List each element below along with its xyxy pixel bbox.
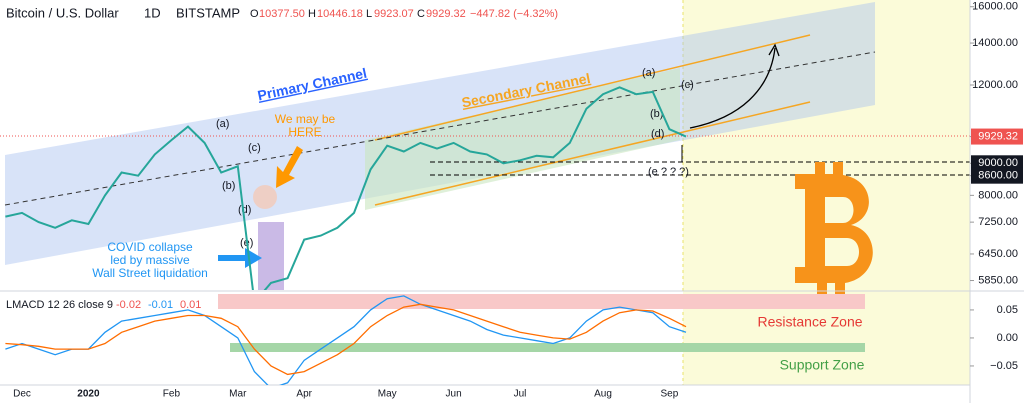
support-zone <box>230 343 865 352</box>
price-label-box <box>971 155 1023 172</box>
wave-label: (a) <box>642 67 655 79</box>
exchange: BITSTAMP <box>176 5 240 20</box>
y-tick-label: 9000.00 <box>978 157 1018 169</box>
arrow-head <box>768 43 780 57</box>
ohlc-value: 10377.50 <box>259 8 305 20</box>
ohlc-value: 9929.32 <box>426 8 466 20</box>
x-tick-label: Mar <box>229 389 247 400</box>
y-tick-label: 0.05 <box>997 304 1018 316</box>
ohlc-key: H <box>308 8 316 20</box>
resistance-zone <box>218 294 865 309</box>
wave-label: (c) <box>248 142 261 154</box>
header: Bitcoin / U.S. Dollar 1D BITSTAMP O 1037… <box>6 5 558 310</box>
indicator-title: LMACD 12 26 close 9 <box>6 299 113 311</box>
y-tick-label: 5850.00 <box>978 274 1018 286</box>
wave-label: (b) <box>650 108 663 120</box>
x-tick-label: May <box>378 389 397 400</box>
ohlc-value: 10446.18 <box>317 8 363 20</box>
y-tick-label: 0.00 <box>997 332 1018 344</box>
x-tick-label: Dec <box>13 389 31 400</box>
x-tick-label: Feb <box>163 389 181 400</box>
data-line <box>5 303 687 376</box>
x-tick-label: 2020 <box>77 389 100 400</box>
ohlc-key: C <box>417 8 425 20</box>
ohlc-key: O <box>250 8 259 20</box>
mid-line <box>4 51 876 206</box>
y-tick-label: 6450.00 <box>978 248 1018 260</box>
wave-label: (b) <box>222 180 235 192</box>
x-tick-label: Sep <box>661 389 679 400</box>
y-tick-label: 7250.00 <box>978 216 1018 228</box>
readout: -0.02 <box>116 299 141 311</box>
y-tick-label: 9929.32 <box>978 130 1018 142</box>
annotation: HERE <box>288 125 321 139</box>
wave-label: (d) <box>238 204 251 216</box>
bitcoin-logo <box>795 162 873 295</box>
interval: 1D <box>144 5 161 20</box>
y-tick-label: −0.05 <box>990 360 1018 372</box>
plot <box>5 295 687 385</box>
annotation: led by massive <box>110 253 190 267</box>
orange-arrow <box>276 146 303 188</box>
collapse-box <box>258 222 284 290</box>
annotation: We may be <box>275 112 336 126</box>
symbol-title: Bitcoin / U.S. Dollar <box>6 5 119 20</box>
change: −447.82 (−4.32%) <box>470 8 558 20</box>
x-tick-label: Jun <box>446 389 462 400</box>
wave-label: (a) <box>216 118 229 130</box>
data-line <box>5 295 687 385</box>
y-tick-label: 8600.00 <box>978 170 1018 182</box>
annotations: Primary Channel Secondary Channel We may… <box>92 65 864 373</box>
y-tick-label: 12000.00 <box>972 79 1018 91</box>
zone-label: Resistance Zone <box>757 314 862 330</box>
y-tick-label: 8000.00 <box>978 189 1018 201</box>
x-tick-label: Jul <box>514 389 527 400</box>
readout: -0.01 <box>148 299 173 311</box>
highlight <box>253 185 277 209</box>
price-label-box <box>971 128 1023 145</box>
data-line <box>5 86 687 290</box>
x-tick-label: Aug <box>594 389 612 400</box>
wave-label: (c) <box>681 79 694 91</box>
projection-arrow <box>689 47 776 129</box>
secondary-channel-fill <box>365 68 680 210</box>
plot <box>5 86 687 290</box>
price-label-box <box>971 167 1023 184</box>
readout: 0.01 <box>180 299 201 311</box>
wave-label: (e ? ? ?) <box>648 166 689 178</box>
ohlc-value: 9923.07 <box>374 8 414 20</box>
channel-line <box>374 101 811 206</box>
blue-arrow <box>218 248 262 268</box>
y-tick-label: 14000.00 <box>972 37 1018 49</box>
ohlc-key: L <box>366 8 372 20</box>
zone-label: Support Zone <box>780 357 865 373</box>
x-tick-label: Apr <box>296 389 312 400</box>
annotation: COVID collapse <box>107 240 193 254</box>
channel-line <box>374 34 811 141</box>
wave-label: (d) <box>651 128 664 140</box>
y-tick-label: 16000.00 <box>972 1 1018 13</box>
annotation: Wall Street liquidation <box>92 266 208 280</box>
